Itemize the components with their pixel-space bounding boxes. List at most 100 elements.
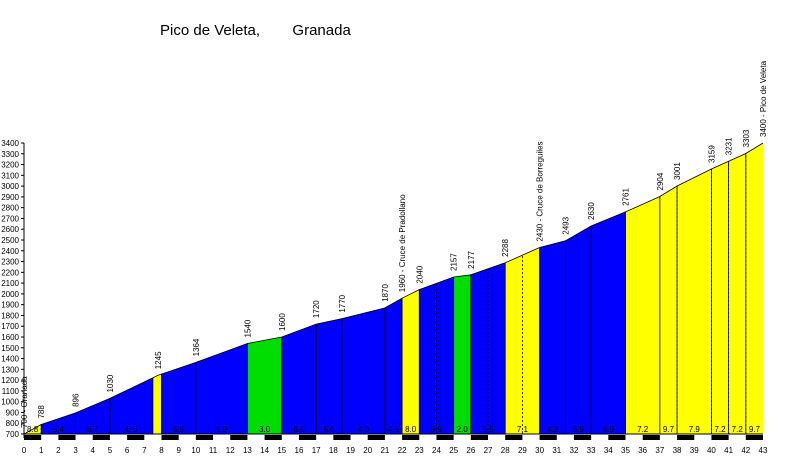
x-tick-label: 31 (552, 446, 561, 455)
x-tick-label: 34 (604, 446, 613, 455)
x-axis-km-block (230, 435, 248, 440)
x-tick-label: 43 (759, 446, 768, 455)
elevation-point-labels: 700 - Granada 788 896 1030 1245 1364 1540 1600 1… (20, 60, 768, 428)
gradient-segment (625, 196, 660, 434)
x-axis-km-block (711, 435, 729, 440)
y-tick-label: 3300 (1, 150, 19, 159)
gradient-segment (195, 343, 248, 434)
x-tick-label: 26 (466, 446, 475, 455)
x-tick-label: 4 (91, 446, 96, 455)
x-tick-label: 14 (260, 446, 269, 455)
elevation-label: 3001 (673, 162, 682, 180)
elevation-label: 2630 (587, 202, 596, 220)
gradient-segment (152, 374, 162, 434)
gradient-label: 7.9 (689, 425, 701, 434)
gradient-label: 7.2 (714, 425, 726, 434)
y-tick-label: 2000 (1, 290, 19, 299)
x-axis-km-block (264, 435, 282, 440)
x-axis-km-block (505, 435, 523, 440)
x-tick-label: 36 (638, 446, 647, 455)
x-tick-label: 27 (484, 446, 493, 455)
gradient-label: 5.9 (431, 425, 443, 434)
x-tick-label: 20 (363, 446, 372, 455)
x-tick-label: 19 (346, 446, 355, 455)
chart-title-row: Pico de Veleta, Granada (160, 22, 351, 39)
gradient-label: 6.9 (573, 425, 585, 434)
x-tick-label: 33 (587, 446, 596, 455)
gradient-label: 9.7 (749, 425, 761, 434)
gradient-segment (161, 362, 196, 434)
y-tick-label: 2400 (1, 247, 19, 256)
gradient-segment (745, 143, 763, 434)
x-tick-label: 13 (243, 446, 252, 455)
elevation-label: 700 - Granada (20, 376, 29, 428)
elevation-label: 1245 (154, 351, 163, 369)
elevation-label: 3231 (725, 137, 734, 155)
x-tick-label: 1 (39, 446, 44, 455)
x-axis-km-block (298, 435, 317, 440)
x-tick-label: 11 (209, 446, 218, 455)
x-tick-label: 24 (432, 446, 441, 455)
chart-subtitle: Granada (292, 22, 351, 39)
gradient-segment (281, 324, 317, 434)
gradient-segment (419, 277, 454, 434)
x-axis-km-block (195, 435, 214, 440)
x-tick-label: 35 (621, 446, 630, 455)
gradient-labels: 8.8 5.4 6.7 6.6 5.9 5.9 3.0 6.0 5.0 4.0 4.5 8.0 5.9 2… (27, 425, 760, 434)
y-tick-label: 1600 (1, 333, 19, 342)
y-tick-label: 2500 (1, 236, 19, 245)
y-tick-label: 800 (6, 419, 20, 428)
x-tick-label: 15 (277, 446, 286, 455)
y-tick-label: 2600 (1, 225, 19, 234)
y-tick-label: 1200 (1, 376, 19, 385)
gradient-segment (539, 240, 566, 434)
gradient-label: 4.2 (547, 425, 559, 434)
x-axis-km-block (24, 435, 42, 440)
elevation-label: 1030 (106, 374, 115, 392)
elevation-label: 2288 (501, 239, 510, 257)
gradient-label: 8.8 (27, 425, 39, 434)
gradient-segment (316, 318, 342, 434)
dashed-marks (40, 153, 747, 434)
x-tick-label: 37 (655, 446, 664, 455)
x-tick-label: 7 (142, 446, 147, 455)
x-tick-label: 2 (56, 446, 61, 455)
y-tick-label: 3100 (1, 171, 19, 180)
elevation-label: 1540 (243, 319, 252, 337)
elevation-label: 1364 (192, 338, 201, 356)
x-axis: 0 1 2 3 4 5 6 7 8 9 10 11 12 13 14 15 16 17 18 19 20 21 22 23 24… (22, 433, 768, 455)
elevation-label: 896 (72, 393, 81, 407)
y-tick-label: 900 (6, 408, 20, 417)
elevation-label: 1600 (278, 313, 287, 331)
gradient-label: 6.6 (126, 425, 138, 434)
y-tick-label: 2900 (1, 193, 19, 202)
x-tick-label: 23 (415, 446, 424, 455)
y-tick-label: 1100 (2, 387, 20, 396)
chart-title: Pico de Veleta, (160, 22, 261, 39)
x-axis-km-block (745, 435, 763, 440)
x-axis-km-block (642, 435, 660, 440)
x-tick-label: 22 (398, 446, 407, 455)
gradient-label: 5.0 (323, 425, 335, 434)
y-tick-label: 2700 (1, 214, 19, 223)
y-tick-label: 1900 (1, 301, 19, 310)
x-axis-band (24, 435, 763, 440)
x-tick-label: 12 (226, 446, 235, 455)
elevation-label: 2040 (415, 265, 424, 283)
x-tick-label: 28 (501, 446, 510, 455)
x-axis-km-block (367, 435, 385, 440)
gradient-label: 2.0 (457, 425, 469, 434)
gradient-segment (109, 377, 153, 434)
x-axis-km-block (333, 435, 351, 440)
gradient-segment (41, 412, 76, 434)
gradient-label: 5.9 (173, 425, 185, 434)
x-axis-km-block (58, 435, 76, 440)
gradient-segment (384, 298, 403, 434)
x-tick-label: 29 (518, 446, 527, 455)
elevation-label: 1870 (381, 284, 390, 302)
elevation-label: 2157 (450, 253, 459, 271)
elevation-label: 1770 (338, 294, 347, 312)
x-tick-label: 9 (176, 446, 181, 455)
x-axis-km-block (436, 435, 454, 440)
